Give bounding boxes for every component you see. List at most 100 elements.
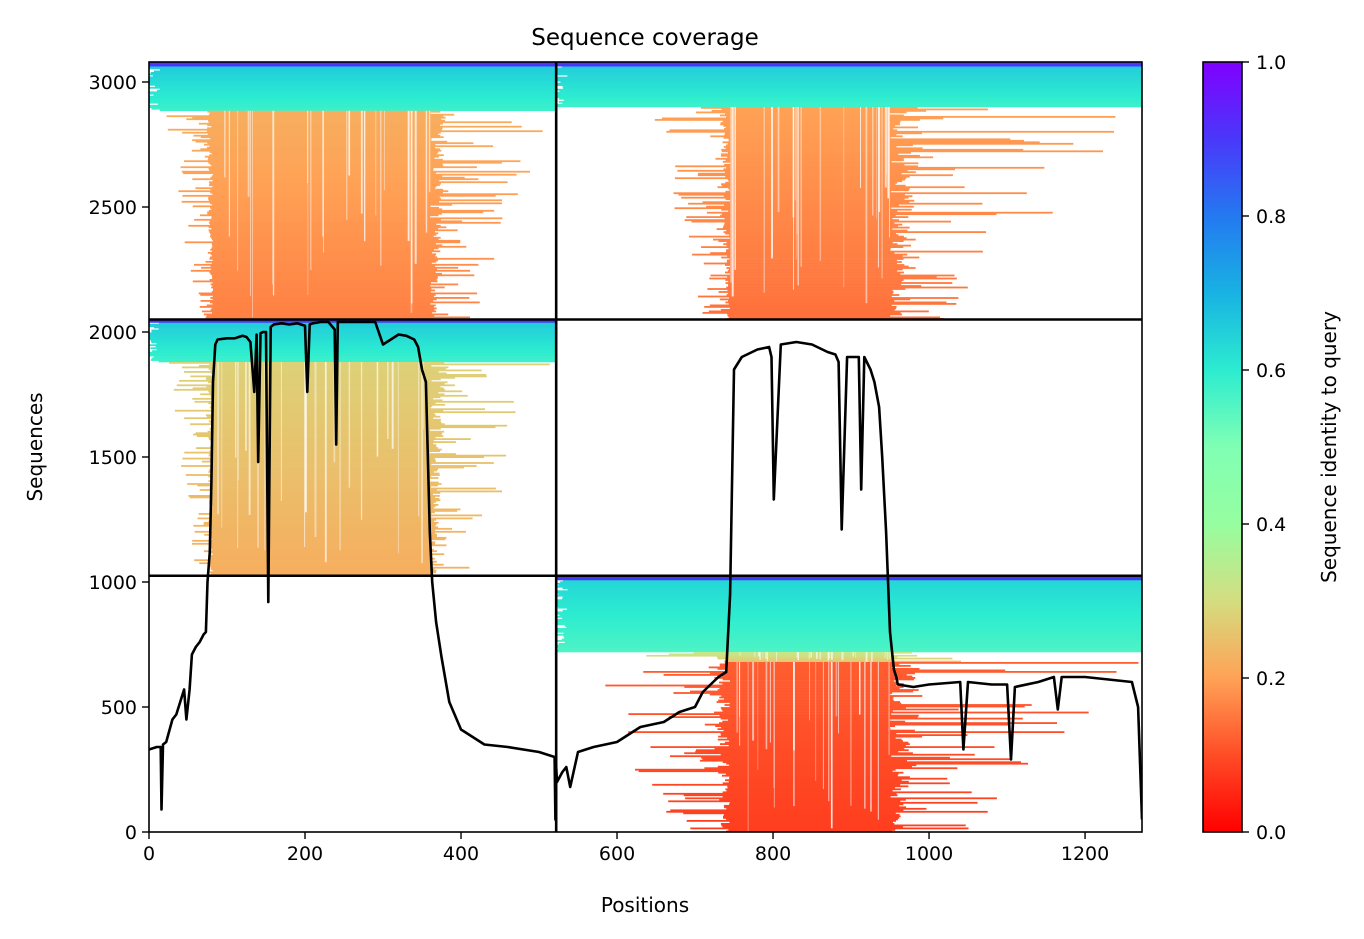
msa-gap xyxy=(304,362,306,548)
msa-row xyxy=(670,755,892,758)
msa-gap xyxy=(819,107,822,261)
msa-gap xyxy=(410,110,413,304)
msa-row xyxy=(566,608,1142,611)
msa-row xyxy=(605,684,897,687)
msa-gap xyxy=(800,107,802,267)
msa-row xyxy=(193,524,436,527)
msa-row xyxy=(729,821,893,824)
msa-row xyxy=(663,792,897,795)
msa-row xyxy=(722,782,950,785)
coverage-line xyxy=(149,320,1142,821)
msa-gap xyxy=(237,110,239,271)
msa-gap xyxy=(843,107,845,288)
msa-row xyxy=(556,69,1142,71)
msa-row xyxy=(727,151,911,154)
msa-row xyxy=(729,189,909,192)
msa-gap xyxy=(757,662,759,770)
msa-row xyxy=(722,683,904,685)
msa-row xyxy=(210,191,443,194)
msa-row xyxy=(650,746,995,748)
msa-row xyxy=(556,591,1142,594)
msa-gap xyxy=(339,362,341,551)
msa-gap xyxy=(876,107,877,220)
msa-row xyxy=(726,267,916,269)
msa-row xyxy=(685,797,997,800)
msa-row xyxy=(208,167,434,170)
msa-row xyxy=(556,94,1142,97)
msa-gap xyxy=(407,110,410,241)
msa-row xyxy=(726,144,913,147)
msa-row xyxy=(717,657,953,660)
msa-row xyxy=(721,675,913,678)
msa-row xyxy=(212,408,485,411)
msa-row xyxy=(690,827,969,830)
msa-row xyxy=(149,354,557,357)
msa-gap xyxy=(810,652,812,658)
msa-row xyxy=(208,229,458,232)
msa-row xyxy=(556,612,1142,615)
msa-row xyxy=(560,81,1142,83)
msa-gap xyxy=(305,362,307,513)
msa-row xyxy=(556,594,1142,597)
msa-row xyxy=(556,623,1142,626)
msa-gap xyxy=(731,107,734,297)
msa-row xyxy=(728,300,895,302)
msa-row xyxy=(559,614,1142,617)
msa-gap xyxy=(314,362,317,537)
msa-gap xyxy=(414,110,417,264)
msa-row xyxy=(727,276,937,278)
msa-row xyxy=(722,710,893,712)
msa-row xyxy=(673,192,1027,195)
msa-row xyxy=(711,110,927,112)
msa-row xyxy=(212,179,440,182)
msa-row xyxy=(207,211,484,214)
msa-gap xyxy=(739,652,741,656)
msa-row xyxy=(199,306,435,308)
msa-row xyxy=(201,460,436,463)
msa-row xyxy=(208,436,436,439)
msa-row xyxy=(558,100,1142,103)
msa-row xyxy=(726,789,893,792)
colorbar-ticks: 0.0 0.2 0.4 0.6 0.8 1.0 xyxy=(1242,52,1286,844)
msa-row xyxy=(562,596,1142,599)
msa-row xyxy=(209,501,437,503)
msa-row xyxy=(725,788,901,791)
msa-row xyxy=(184,371,439,373)
msa-row xyxy=(149,77,557,80)
msa-row xyxy=(208,226,447,229)
msa-row xyxy=(152,350,557,352)
msa-row xyxy=(209,459,436,461)
msa-row xyxy=(728,285,922,287)
msa-row xyxy=(720,734,968,736)
msa-row xyxy=(728,138,1011,141)
msa-row xyxy=(210,163,443,166)
msa-gap xyxy=(360,362,363,520)
msa-row xyxy=(728,303,957,305)
msa-row xyxy=(149,66,557,68)
msa-row xyxy=(210,272,442,275)
msa-row xyxy=(208,199,503,202)
msa-row xyxy=(730,162,919,165)
msa-gap xyxy=(865,107,868,304)
msa-row xyxy=(724,171,916,174)
msa-row xyxy=(211,215,430,218)
msa-row xyxy=(730,680,894,682)
msa-gap xyxy=(364,110,366,242)
msa-row xyxy=(208,420,441,423)
msa-row xyxy=(724,698,893,700)
msa-row xyxy=(714,711,1089,714)
msa-row xyxy=(635,768,896,771)
msa-row xyxy=(726,229,908,232)
msa-row xyxy=(556,650,1142,653)
msa-row xyxy=(719,665,911,667)
msa-row xyxy=(184,160,521,163)
msa-row xyxy=(643,671,1117,673)
msa-row xyxy=(212,245,467,248)
msa-row xyxy=(209,510,458,512)
msa-row xyxy=(696,111,907,114)
msa-gap xyxy=(870,662,872,812)
msa-row xyxy=(190,423,445,426)
msa-row xyxy=(723,231,986,233)
msa-gap xyxy=(217,362,219,515)
msa-row xyxy=(652,783,901,786)
